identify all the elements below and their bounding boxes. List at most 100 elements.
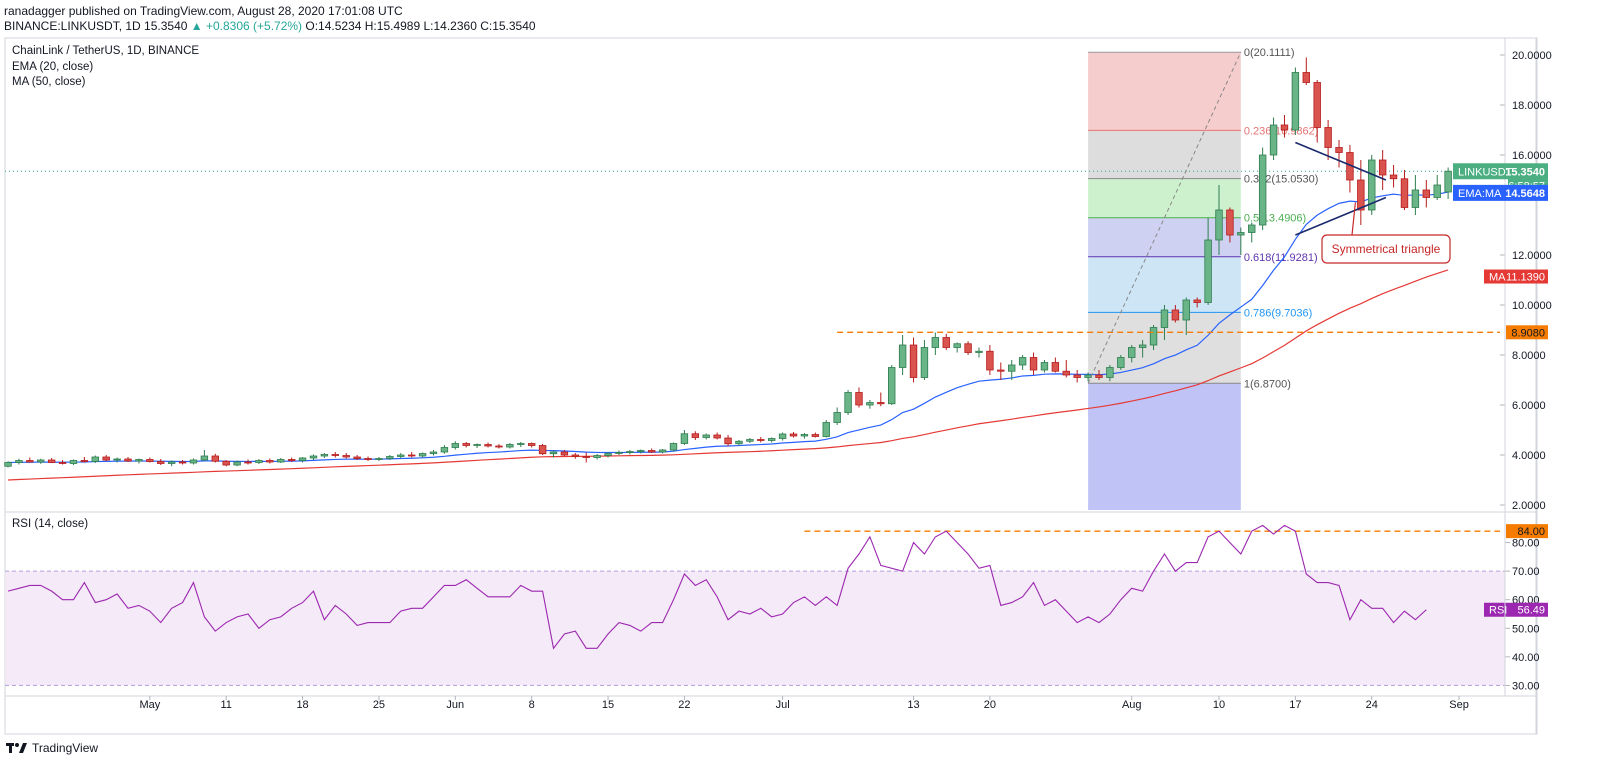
candle-body [1400,178,1409,208]
candle-body [549,451,558,455]
price-labels: LINKUSDT15.354006:58:57EMA:MA14.5648MA11… [1453,163,1548,340]
candle-body [157,461,165,464]
time-tick-label: 8 [529,699,535,711]
ma-tag-bg [1484,269,1548,284]
candle-body [113,458,121,461]
candle-body [702,434,710,438]
candle-body [975,350,983,353]
candle-body [1204,239,1212,303]
candle-body [1084,374,1092,378]
candle-body [353,456,361,459]
candle-body [287,459,296,461]
legend-rsi: RSI (14, close) [12,518,89,530]
time-tick-label: 20 [984,699,996,711]
candle-body [877,402,885,405]
candle-body [451,443,460,448]
candle-body [789,433,798,437]
candle-body [135,459,143,462]
footer-brand: TradingView [32,741,99,755]
candle-body [320,454,329,457]
candle-body [375,458,383,460]
candle-body [1160,309,1169,328]
candle-body [800,434,809,437]
candle-body [124,458,132,462]
candle-body [58,462,67,464]
candle-body [1433,184,1441,198]
candle-body [1171,309,1180,321]
candle-body [429,451,438,454]
rsi-tick-label: 70.00 [1512,566,1540,578]
candle-body [397,454,405,457]
candle-body [735,440,743,445]
legend-ema: EMA (20, close) [12,61,94,73]
candle-body [920,347,929,378]
candle-body [571,454,580,457]
candle-body [560,451,569,456]
rsi-band [5,571,1505,686]
candle-body [1291,72,1300,131]
candle-body [1138,344,1147,348]
time-tick-label: Sep [1449,699,1469,711]
candle-body [1193,299,1201,303]
fib-label-0: 0(20.1111) [1244,47,1295,59]
time-tick-label: 11 [220,699,231,711]
candle-body [440,447,449,453]
time-tick-label: 13 [907,699,919,711]
time-tick-label: 15 [602,699,614,711]
time-tick-label: Jun [446,699,464,711]
candle-body [69,460,78,464]
fib-zone-extension [1088,383,1241,510]
candle-body [37,459,45,463]
candle-body [146,459,154,462]
candle-body [746,439,754,442]
candle-body [1073,374,1081,378]
candle-body [342,455,350,458]
candle-body [637,450,645,452]
time-tick-label: 17 [1289,699,1301,711]
fib-label-0.236: 0.236(16.9862) [1244,125,1319,137]
candle-body [931,337,940,348]
chart-frame [4,37,1538,735]
candle-body [593,455,601,458]
candle-body [778,433,787,439]
candle-body [222,460,230,466]
price-tick-label: 8.0000 [1512,350,1546,362]
ma-tag-name: MA [1489,272,1506,284]
candle-body [1422,189,1430,198]
price-tick-label: 6.0000 [1512,400,1546,412]
ma-tag-value: 11.1390 [1506,272,1545,284]
candle-body [1237,232,1245,236]
candle-body [1008,364,1016,372]
rsi-last-tag-name: RSI [1489,605,1507,617]
candle-body [331,454,339,456]
fib-zone-0.618 [1088,256,1241,313]
candle-body [582,456,590,458]
candle-body [1335,147,1343,153]
level-tag-bg [1506,325,1548,340]
candle-body [691,433,700,438]
fib-zone-0 [1088,52,1241,131]
candle-body [495,445,503,448]
rsi-tick-label: 30.00 [1512,680,1540,692]
candle-body [47,459,56,463]
candle-body [484,444,492,447]
rsi-tick-label: 80.00 [1512,538,1540,550]
candle-body [942,337,950,348]
candle-body [244,461,252,464]
candle-body [364,458,372,460]
candle-body [997,369,1005,372]
candle-body [506,444,514,448]
candle-body [538,445,547,455]
candle-body [1106,367,1114,378]
candle-body [909,344,918,378]
fib-label-0.786: 0.786(9.7036) [1244,307,1313,319]
candle-body [669,443,678,451]
drawings: Symmetrical triangle [837,52,1500,384]
candle-body [26,460,34,463]
candle-body [844,392,852,413]
price-tick-label: 2.0000 [1512,500,1546,512]
candle-body [647,450,656,453]
candle-body [1226,209,1234,236]
